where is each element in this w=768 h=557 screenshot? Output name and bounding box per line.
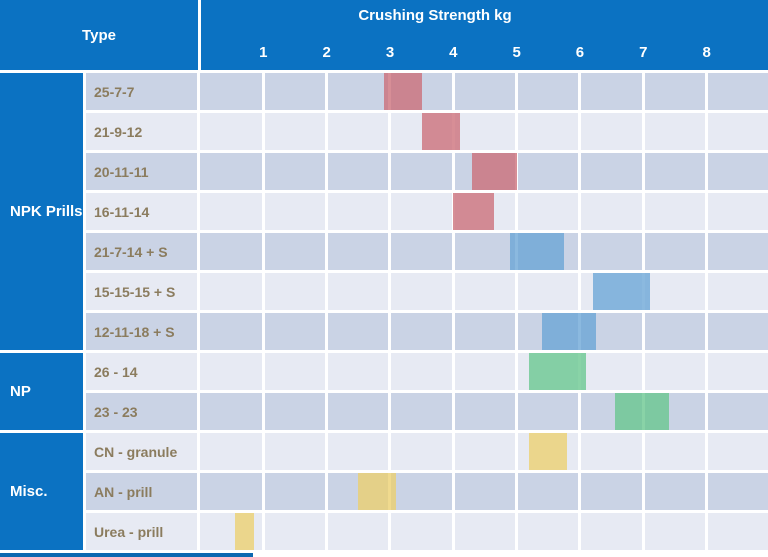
chart-row	[200, 513, 768, 550]
gridline-6	[578, 73, 582, 550]
chart-row	[200, 313, 768, 350]
bottom-border	[0, 553, 253, 557]
gridline-2	[325, 73, 329, 550]
row-label: 26 - 14	[86, 353, 197, 390]
axis-tick-5: 5	[512, 44, 521, 61]
axis-tick-1: 1	[259, 44, 268, 61]
axis-tick-7: 7	[639, 44, 648, 61]
range-bar	[529, 433, 568, 470]
row-label: 25-7-7	[86, 73, 197, 110]
row-label: 12-11-18 + S	[86, 313, 197, 350]
chart-row	[200, 393, 768, 430]
range-bar	[529, 353, 587, 390]
group-cell-misc-: Misc.	[0, 433, 83, 550]
chart-row	[200, 233, 768, 270]
row-label: 21-7-14 + S	[86, 233, 197, 270]
range-bar	[614, 393, 669, 430]
gridline-3	[388, 73, 392, 550]
range-bar	[383, 73, 422, 110]
row-label: 23 - 23	[86, 393, 197, 430]
row-label: Urea - prill	[86, 513, 197, 550]
row-label: AN - prill	[86, 473, 197, 510]
range-bar	[421, 113, 460, 150]
range-bar	[541, 313, 596, 350]
axis-tick-8: 8	[702, 44, 711, 61]
chart-row	[200, 473, 768, 510]
range-bar	[453, 193, 495, 230]
axis-tick-6: 6	[575, 44, 585, 61]
range-bar	[592, 273, 650, 310]
type-header-label: Type	[82, 26, 116, 44]
axis-tick-2: 2	[322, 44, 331, 61]
range-bar	[510, 233, 565, 270]
axis-tick-3: 3	[385, 44, 395, 61]
range-bar	[472, 153, 517, 190]
chart-row	[200, 353, 768, 390]
gridline-8	[705, 73, 709, 550]
axis-title: Crushing Strength kg	[358, 7, 512, 24]
type-header-cell: Type	[0, 0, 198, 70]
row-label: CN - granule	[86, 433, 197, 470]
range-bar	[234, 513, 254, 550]
group-cell-np: NP	[0, 353, 83, 430]
gridline-5	[515, 73, 519, 550]
header-divider	[198, 0, 201, 70]
row-label: 21-9-12	[86, 113, 197, 150]
chart-row	[200, 433, 768, 470]
table-header: Type Crushing Strength kg 1 2 3 4 5 6 7 8	[0, 0, 768, 70]
chart-row	[200, 273, 768, 310]
group-cell-npk-prills: NPK Prills	[0, 73, 83, 350]
row-label: 20-11-11	[86, 153, 197, 190]
chart-row	[200, 113, 768, 150]
gridline-1	[261, 73, 265, 550]
row-label: 15-15-15 + S	[86, 273, 197, 310]
chart-row	[200, 73, 768, 110]
gridline-7	[641, 73, 645, 550]
gridline-4	[451, 73, 455, 550]
range-bar	[358, 473, 397, 510]
row-label: 16-11-14	[86, 193, 197, 230]
axis-tick-4: 4	[449, 44, 458, 61]
